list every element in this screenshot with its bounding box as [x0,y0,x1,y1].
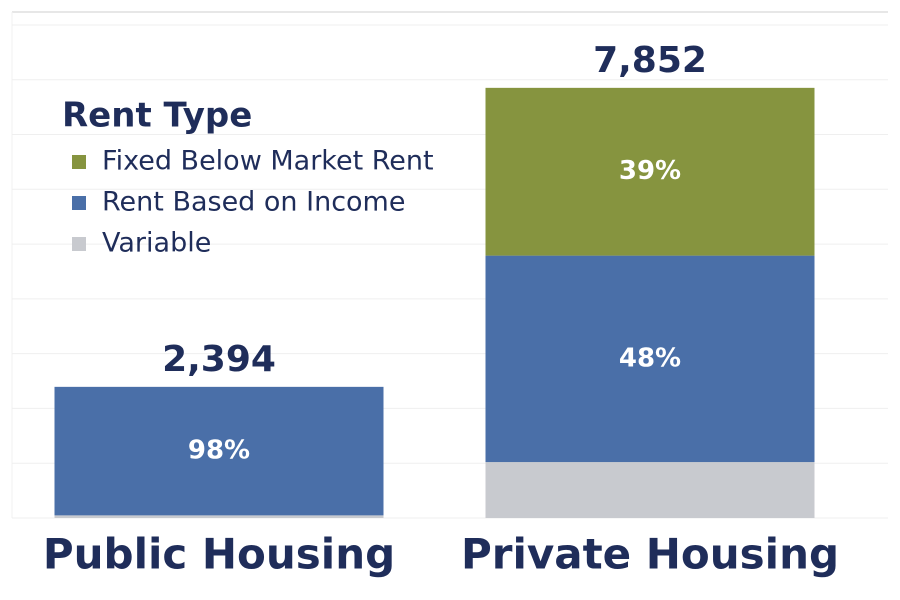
bar-segment [485,462,815,518]
bars: 98% 2,394 Public Housing 48% 39% 7,852 Private… [43,40,839,579]
x-tick-label: Private Housing [461,530,839,579]
legend-title: Rent Type [62,96,252,136]
legend-label: Fixed Below Market Rent [102,146,434,177]
bar-segment [54,386,384,516]
segment-label: 39% [619,156,681,186]
bar-segment [485,87,815,256]
total-label: 2,394 [162,339,276,380]
total-label: 7,852 [593,40,707,81]
bar-segment [54,515,384,518]
legend-label: Variable [102,228,211,259]
segment-label: 98% [188,436,250,466]
legend-label: Rent Based on Income [102,187,405,218]
legend-swatch [72,155,86,169]
legend-swatch [72,237,86,251]
bar-segment [485,255,815,463]
legend-swatch [72,196,86,210]
segment-label: 48% [619,343,681,373]
legend: Rent Type Fixed Below Market Rent Rent Ba… [62,96,434,259]
x-tick-label: Public Housing [43,530,395,579]
